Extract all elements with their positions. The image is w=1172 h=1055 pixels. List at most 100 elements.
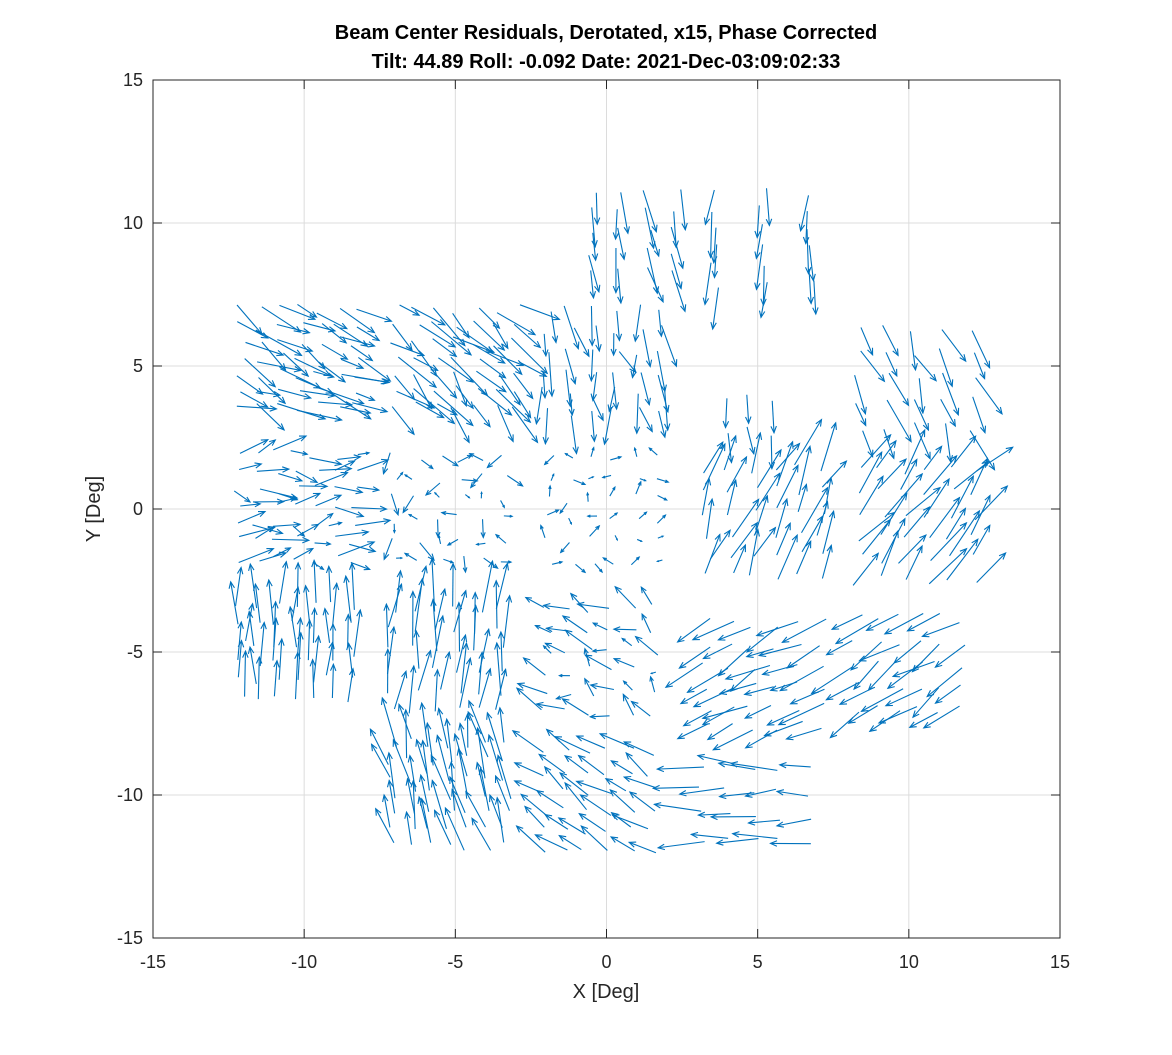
arrow-shaft xyxy=(709,529,731,560)
quiver-arrow xyxy=(825,681,860,701)
arrow-shaft xyxy=(440,652,450,690)
arrow-shaft xyxy=(658,410,666,438)
arrow-head xyxy=(860,406,867,416)
x-tick-label: 0 xyxy=(601,952,611,972)
arrow-head xyxy=(625,751,633,760)
arrow-head xyxy=(428,464,434,470)
quiver-arrow xyxy=(332,582,340,627)
quiver-arrow xyxy=(589,270,597,300)
arrow-head xyxy=(1000,485,1009,493)
quiver-arrow xyxy=(591,232,599,262)
quiver-arrow xyxy=(777,533,798,580)
arrow-head xyxy=(634,635,643,644)
arrow-shaft xyxy=(472,404,491,427)
arrow-shaft xyxy=(926,667,963,697)
arrow-head xyxy=(393,508,400,517)
quiver-arrow xyxy=(612,658,635,668)
arrow-shaft xyxy=(421,703,429,747)
arrow-shaft xyxy=(972,525,991,555)
arrow-shaft xyxy=(299,485,328,487)
arrow-shaft xyxy=(725,664,771,680)
quiver-arrow xyxy=(798,445,812,496)
arrow-head xyxy=(889,439,897,448)
arrow-head xyxy=(689,831,699,839)
quiver-arrow xyxy=(348,561,356,610)
quiver-arrow xyxy=(614,585,637,609)
quiver-arrow xyxy=(971,330,991,369)
quiver-arrow xyxy=(622,693,635,716)
quiver-arrow xyxy=(273,547,292,558)
quiver-arrow xyxy=(395,569,404,613)
quiver-arrow xyxy=(701,706,735,726)
quiver-arrow xyxy=(415,401,445,419)
arrow-shaft xyxy=(255,526,275,539)
quiver-arrow xyxy=(443,558,455,564)
arrow-head xyxy=(444,717,451,727)
arrow-head xyxy=(449,391,458,399)
arrow-shaft xyxy=(467,711,489,758)
quiver-arrow xyxy=(717,626,751,641)
arrow-head xyxy=(743,689,752,696)
arrow-shaft xyxy=(333,323,368,347)
quiver-arrow xyxy=(634,635,659,656)
arrow-shaft xyxy=(470,473,483,488)
arrow-shaft xyxy=(762,664,798,675)
quiver-arrow xyxy=(480,519,486,539)
quiver-arrow xyxy=(731,498,760,538)
arrow-shaft xyxy=(255,329,302,356)
arrow-head xyxy=(649,675,654,682)
arrow-shaft xyxy=(732,833,778,839)
quiver-arrow xyxy=(664,662,703,689)
arrow-shaft xyxy=(940,399,956,427)
arrow-shaft xyxy=(461,479,478,482)
quiver-arrow xyxy=(257,361,303,373)
arrow-head xyxy=(598,568,604,574)
arrow-head xyxy=(919,428,926,438)
arrow-shaft xyxy=(930,522,967,562)
arrow-head xyxy=(671,359,678,368)
arrow-head xyxy=(871,552,880,561)
arrow-shaft xyxy=(941,329,967,362)
arrow-head xyxy=(899,517,906,526)
arrow-head xyxy=(507,434,514,443)
tick-marks xyxy=(152,79,1061,939)
quiver-arrow xyxy=(407,754,417,792)
quiver-arrow xyxy=(802,211,810,245)
arrow-head xyxy=(568,408,575,417)
quiver-arrow xyxy=(610,333,617,357)
quiver-arrow xyxy=(331,392,372,420)
quiver-arrow xyxy=(542,644,552,654)
quiver-arrow xyxy=(424,721,434,766)
quiver-arrow xyxy=(413,629,420,669)
arrow-shaft xyxy=(371,743,391,778)
quiver-arrow xyxy=(407,513,418,520)
arrow-head xyxy=(303,584,310,593)
arrow-shaft xyxy=(922,622,960,637)
quiver-arrow xyxy=(801,486,829,534)
arrow-head xyxy=(614,512,619,516)
arrow-head xyxy=(268,380,277,388)
arrow-shaft xyxy=(614,586,637,609)
arrow-head xyxy=(363,412,372,420)
quiver-arrow xyxy=(976,446,1014,472)
quiver-arrow xyxy=(551,560,564,565)
arrow-head xyxy=(392,738,399,747)
arrow-shaft xyxy=(885,688,923,707)
arrow-head xyxy=(715,839,724,846)
arrow-shaft xyxy=(565,369,571,407)
arrow-head xyxy=(591,240,598,249)
arrow-shaft xyxy=(884,612,924,635)
quiver-arrow xyxy=(278,473,304,483)
quiver-arrow xyxy=(640,372,651,407)
arrow-head xyxy=(468,699,475,708)
arrow-head xyxy=(452,460,459,467)
arrow-head xyxy=(513,762,522,769)
arrow-head xyxy=(370,743,378,752)
arrow-head xyxy=(802,236,810,245)
arrow-shaft xyxy=(233,490,251,503)
arrow-shaft xyxy=(393,671,407,710)
arrow-head xyxy=(513,780,522,787)
arrow-head xyxy=(564,452,569,457)
arrow-shaft xyxy=(653,786,699,789)
arrow-shaft xyxy=(495,563,508,610)
